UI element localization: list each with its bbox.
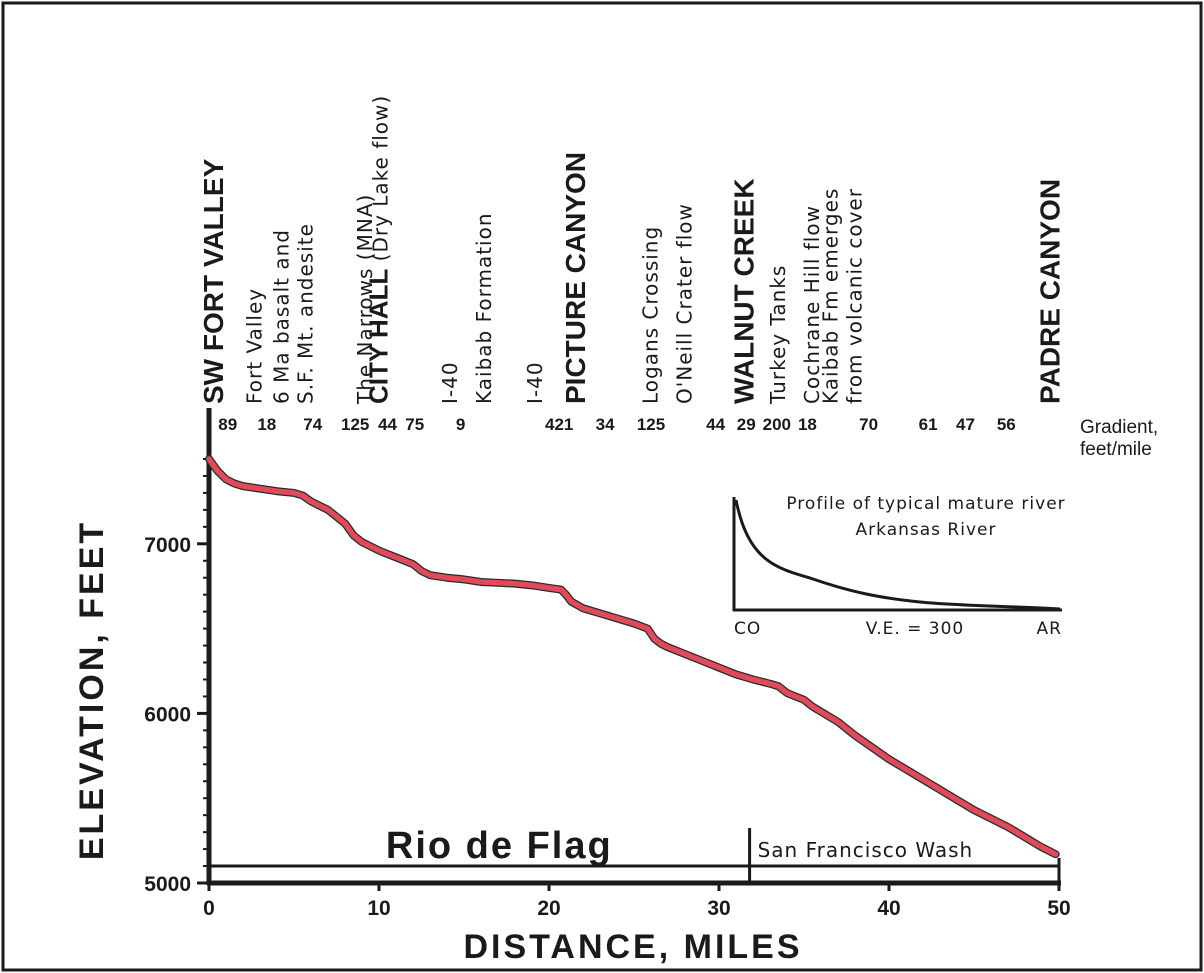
- gradient-label-line1: Gradient,: [1080, 417, 1158, 438]
- y-tick-label: 7000: [144, 534, 191, 557]
- gradient-value: 421: [545, 415, 573, 434]
- location-label-bold: CITY HALL: [363, 269, 393, 404]
- gradient-value: 44: [706, 415, 725, 434]
- x-tick-label: 50: [1047, 897, 1070, 920]
- gradient-value: 125: [637, 415, 665, 434]
- location-label: Turkey Tanks: [766, 265, 790, 405]
- gradient-value: 18: [798, 415, 817, 434]
- gradient-value: 56: [997, 415, 1016, 434]
- location-label: S.F. Mt. andesite: [294, 223, 318, 404]
- reach-bars: Rio de Flag San Francisco Wash: [209, 825, 1061, 883]
- x-axis-title: DISTANCE, MILES: [463, 928, 802, 966]
- gradient-value: 125: [341, 415, 369, 434]
- y-tick-label: 6000: [144, 703, 191, 726]
- location-label: SW FORT VALLEY: [198, 158, 229, 404]
- location-label: Cochrane Hill flow: [800, 205, 824, 404]
- location-label: I-40: [438, 361, 462, 404]
- gradient-value: 9: [456, 415, 465, 434]
- location-label-detail: (Dry Lake flow): [368, 95, 392, 269]
- gradient-value: 61: [919, 415, 938, 434]
- gradient-value: 200: [763, 415, 791, 434]
- inset-left-label: CO: [734, 619, 761, 639]
- y-axis-title: ELEVATION, FEET: [73, 520, 111, 860]
- inset-profile-line: [734, 499, 1061, 611]
- location-label: I-40: [523, 361, 547, 404]
- gradient-value: 18: [257, 415, 276, 434]
- location-label: O'Neill Crater flow: [673, 203, 697, 404]
- x-tick-label: 0: [203, 897, 215, 920]
- gradient-value: 29: [737, 415, 756, 434]
- inset-subtitle: Arkansas River: [856, 520, 997, 540]
- location-label: WALNUT CREEK: [728, 178, 759, 404]
- gradient-value: 34: [596, 415, 615, 434]
- gradient-value: 47: [956, 415, 975, 434]
- profile-line: [206, 456, 1059, 857]
- axes: 0 10 20 30 40 50 5000 6000 7000: [144, 408, 1071, 920]
- location-label: 6 Ma basalt and: [270, 229, 294, 404]
- location-label: PICTURE CANYON: [560, 152, 591, 404]
- x-tick-label: 10: [367, 897, 390, 920]
- location-labels: SW FORT VALLEY Fort Valley 6 Ma basalt and…: [198, 95, 1065, 405]
- x-tick-label: 40: [877, 897, 900, 920]
- reach-label: Rio de Flag: [386, 825, 613, 867]
- inset-title: Profile of typical mature river: [786, 494, 1065, 514]
- gradient-value: 89: [218, 415, 237, 434]
- gradient-label-line2: feet/mile: [1080, 439, 1152, 460]
- location-label: Logans Crossing: [639, 226, 663, 404]
- location-label: Kaibab Fm emerges: [819, 188, 843, 404]
- inset-right-label: AR: [1037, 619, 1062, 639]
- x-tick-label: 30: [707, 897, 730, 920]
- location-label: The Narrows (MNA): [353, 194, 377, 405]
- gradient-values: 89 18 74 125 44 75 9 421 34 125 44 29 200 18 70 61 47 56: [218, 415, 1016, 434]
- location-label: Fort Valley: [243, 288, 267, 404]
- profile-series: [205, 455, 1060, 859]
- inset-center-label: V.E. = 300: [866, 619, 965, 639]
- location-label: CITY HALL (Dry Lake flow): [363, 95, 393, 404]
- location-label: PADRE CANYON: [1034, 179, 1065, 404]
- location-label: Kaibab Formation: [472, 212, 496, 404]
- gradient-value: 70: [859, 415, 878, 434]
- inset-mature-river: Profile of typical mature river Arkansas…: [732, 494, 1065, 639]
- gradient-value: 74: [303, 415, 322, 434]
- gradient-value: 44: [378, 415, 397, 434]
- location-label: from volcanic cover: [843, 188, 867, 404]
- x-tick-label: 20: [537, 897, 560, 920]
- gradient-value: 75: [405, 415, 424, 434]
- y-tick-label: 5000: [144, 873, 191, 896]
- reach-label: San Francisco Wash: [758, 838, 974, 862]
